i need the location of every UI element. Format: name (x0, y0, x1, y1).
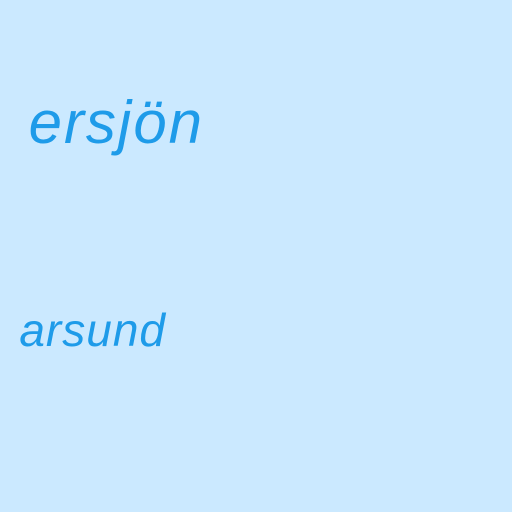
lake-name-label: ersjön (28, 89, 204, 156)
sound-name-label: arsund (19, 304, 166, 356)
